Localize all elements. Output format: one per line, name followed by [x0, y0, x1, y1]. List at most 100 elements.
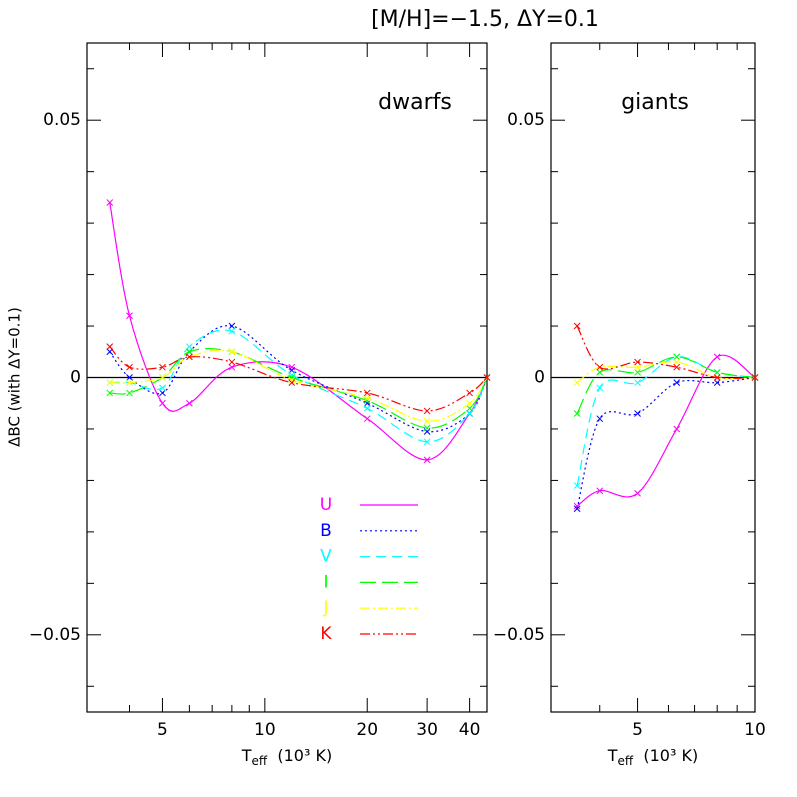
series-line [109, 347, 488, 429]
marker [713, 369, 721, 376]
marker [159, 363, 166, 371]
marker-stroke [713, 353, 721, 361]
marker [288, 374, 296, 381]
x-label-main: T [607, 746, 618, 765]
marker [126, 312, 133, 320]
marker-stroke [634, 363, 641, 371]
marker-stroke [126, 363, 133, 371]
marker [713, 374, 721, 381]
marker [634, 363, 641, 371]
marker [288, 379, 296, 386]
series-line [576, 356, 756, 486]
marker-stroke [466, 399, 473, 407]
marker-stroke [126, 374, 133, 381]
x-tick-label: 10 [254, 720, 276, 740]
marker-stroke [596, 487, 604, 495]
marker-stroke [596, 415, 604, 423]
y-axis-label: ΔBC (with ΔY=0.1) [6, 307, 24, 447]
marker [634, 489, 641, 497]
marker [106, 389, 114, 397]
marker-stroke [186, 343, 193, 350]
x-tick-label: 5 [157, 720, 168, 740]
marker-stroke [466, 389, 473, 397]
marker [634, 410, 641, 417]
marker-stroke [673, 353, 681, 361]
x-label-rest [267, 746, 277, 765]
x-tick-label: 40 [459, 720, 481, 740]
marker-stroke [423, 438, 431, 446]
marker [423, 438, 431, 446]
marker-stroke [126, 312, 133, 320]
marker-stroke [288, 363, 296, 371]
marker-stroke [596, 369, 604, 376]
marker-stroke [596, 363, 604, 371]
marker-stroke [106, 389, 114, 397]
marker [573, 322, 581, 330]
marker-stroke [466, 405, 473, 412]
marker [106, 379, 114, 386]
marker [228, 358, 236, 366]
series-line [576, 325, 756, 379]
marker-stroke [573, 410, 581, 417]
series-line [109, 329, 488, 443]
marker-stroke [228, 327, 236, 335]
x-label-sub: eff [252, 754, 268, 768]
marker [126, 389, 133, 397]
x-axis-label: Teff (10³ K) [241, 746, 332, 768]
marker-stroke [596, 384, 604, 392]
marker-stroke [288, 374, 296, 381]
marker [288, 363, 296, 371]
marker-stroke [573, 379, 581, 386]
marker-stroke [483, 374, 491, 381]
marker-stroke [423, 424, 431, 432]
marker [596, 487, 604, 495]
marker-stroke [634, 358, 641, 366]
marker-stroke [634, 489, 641, 497]
marker [126, 379, 133, 386]
marker-stroke [363, 389, 371, 397]
panel-label: giants [621, 90, 689, 115]
marker [483, 374, 491, 381]
marker-stroke [228, 363, 236, 371]
series-line [576, 376, 756, 509]
marker [573, 379, 581, 386]
marker [673, 379, 681, 386]
marker-stroke [713, 379, 721, 386]
marker [596, 369, 604, 376]
marker-stroke [751, 374, 759, 381]
x-label-rest: (10³ K) [643, 746, 698, 765]
marker [673, 353, 681, 361]
marker-stroke [634, 410, 641, 417]
x-label-sub: eff [618, 754, 634, 768]
marker-stroke [159, 374, 166, 381]
marker [159, 399, 166, 407]
marker-stroke [288, 376, 296, 384]
marker-stroke [673, 358, 681, 366]
marker-stroke [106, 199, 114, 206]
marker-stroke [423, 456, 431, 464]
marker [673, 425, 681, 433]
marker [228, 363, 236, 371]
marker-stroke [228, 358, 236, 366]
marker [288, 376, 296, 384]
marker [713, 353, 721, 361]
x-label-rest [633, 746, 643, 765]
marker-stroke [363, 399, 371, 407]
marker [634, 379, 641, 386]
marker-stroke [186, 353, 193, 361]
marker [634, 358, 641, 366]
marker-stroke [228, 348, 236, 356]
marker [126, 374, 133, 381]
marker [159, 374, 166, 381]
chart-title: [M/H]=−1.5, ΔY=0.1 [371, 7, 599, 32]
marker-stroke [106, 343, 114, 350]
marker [466, 389, 473, 397]
marker [363, 415, 371, 423]
marker [423, 407, 431, 415]
marker [673, 363, 681, 371]
x-label-rest: (10³ K) [277, 746, 332, 765]
marker [228, 322, 236, 330]
marker-stroke [573, 322, 581, 330]
series-line [109, 325, 488, 433]
marker [466, 410, 473, 417]
